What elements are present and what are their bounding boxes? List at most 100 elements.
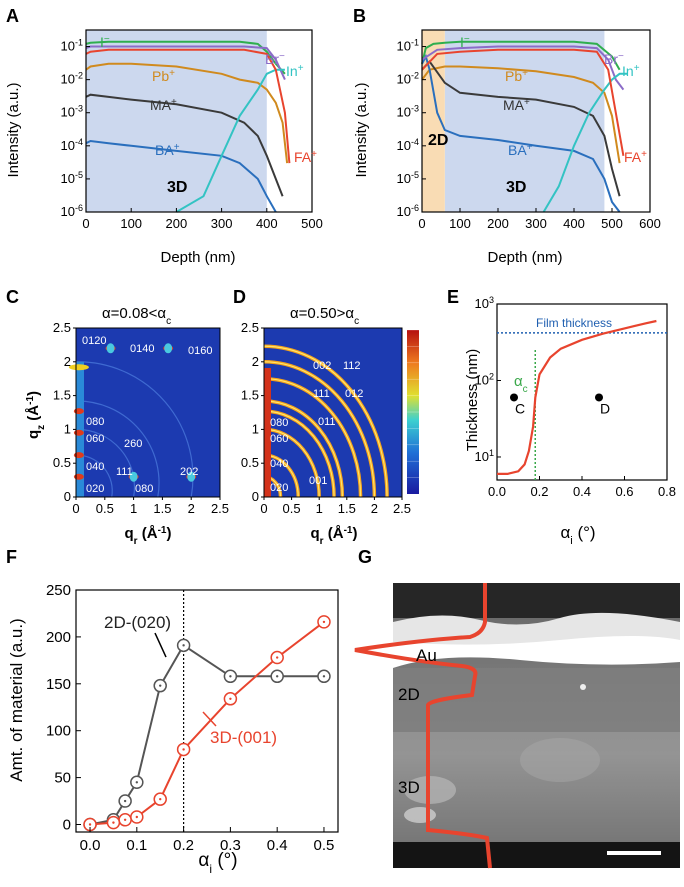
region-label-3d: 3D: [506, 179, 526, 196]
panel-letter-a: A: [6, 6, 19, 26]
x-tick-label: 500: [601, 216, 623, 231]
y-tick-label: 10-4: [61, 137, 83, 153]
y-tick-label: 10-6: [61, 203, 83, 219]
x-tick-label: 1.5: [338, 501, 356, 516]
au-bright-band: [393, 636, 680, 668]
data-point-center: [182, 644, 185, 647]
bragg-peak: [73, 473, 84, 480]
callout-line-2d: [154, 632, 167, 658]
panel-f: F Amt. of material (a.u.) αi (°) 0.0 0.1 0…: [6, 547, 339, 876]
series-line-pb: [421, 65, 621, 164]
x-tick-label: 500: [301, 216, 323, 231]
series-line-br: [421, 45, 625, 91]
y-tick-label: 101: [475, 448, 494, 464]
x-tick-label: 0: [260, 501, 267, 516]
species-label-in: In+: [622, 63, 640, 80]
x-tick-label: 0.4: [573, 484, 591, 499]
y-tick-label: 2: [64, 354, 71, 369]
bragg-peak-halo: [106, 343, 115, 354]
thickness-curve: [497, 319, 657, 475]
y-tick-label: 250: [46, 582, 71, 599]
panel-letter-g: G: [358, 547, 372, 567]
x-tick-label: 0.6: [615, 484, 633, 499]
diffraction-ring: [75, 400, 160, 498]
sample-point-c: [510, 393, 518, 402]
panel-letter-d: D: [233, 287, 246, 307]
x-tick-label: 0.4: [267, 837, 288, 854]
layer-label-3d: 3D: [398, 778, 420, 797]
bragg-peak-halo: [129, 471, 138, 482]
x-tick-label: 0: [82, 216, 89, 231]
x-tick-label: 0.3: [220, 837, 241, 854]
sample-point-label: C: [515, 400, 525, 416]
data-point-center: [112, 821, 115, 824]
peak-label: 0160: [188, 345, 212, 357]
y-tick-label: 200: [46, 629, 71, 646]
panel-b: B Intensity (a.u.) Depth (nm) 0 100 200 300…: [353, 6, 661, 266]
specular-streak: [76, 361, 84, 497]
bright-spot: [580, 684, 586, 690]
x-tick-label: 0.1: [126, 837, 147, 854]
data-point-center: [229, 675, 232, 678]
x-tick-label: 0.0: [488, 484, 506, 499]
species-label-ma: MA+: [503, 97, 530, 114]
x-tick-label: 400: [563, 216, 585, 231]
plot-frame: [85, 29, 313, 213]
x-tick-label: 0.2: [173, 837, 194, 854]
diffraction-ring-core: [263, 378, 362, 498]
region-label-2d: 2D: [428, 132, 448, 149]
axis-label-x-b: Depth (nm): [487, 249, 562, 266]
y-tick-label: 1: [252, 421, 259, 436]
x-tick-label: 0.8: [658, 484, 676, 499]
peak-label: 040: [270, 458, 288, 470]
panel-e: E Thickness (nm) αi (°) Film thickness αc…: [447, 287, 676, 547]
series-line-in: [542, 72, 628, 213]
species-label-in: In+: [286, 63, 304, 80]
x-tick-label: 0.0: [80, 837, 101, 854]
y-tick-label: 10-3: [397, 104, 419, 120]
sample-point-d: [595, 393, 603, 402]
data-point-center: [88, 823, 92, 826]
plot-frame: [75, 327, 221, 498]
y-tick-label: 1.5: [241, 388, 259, 403]
y-tick-label: 2: [252, 354, 259, 369]
species-label-br: Br−: [265, 51, 285, 68]
data-point-center: [123, 818, 127, 822]
data-point-center: [275, 656, 279, 659]
layer-label-au: Au: [416, 646, 437, 665]
grain: [520, 738, 600, 782]
peak-label: 0120: [82, 335, 106, 347]
axis-label-x-a: Depth (nm): [160, 249, 235, 266]
bragg-peak: [73, 429, 84, 436]
species-label-i: I−: [100, 34, 110, 51]
y-tick-label: 10-3: [61, 104, 83, 120]
series-line-3d: [89, 621, 325, 826]
plot-area-e: Film thickness αc C D 0.0 0.2 0.4 0.6 0.8 101 102 1…: [475, 295, 677, 499]
y-tick-label: 103: [475, 295, 494, 311]
layer-label-2d: 2D: [398, 685, 420, 704]
species-label-br: Br−: [604, 51, 624, 68]
species-label-ba: BA+: [155, 142, 180, 159]
peak-label: 260: [124, 438, 142, 450]
y-tick-label: 10-1: [397, 38, 419, 54]
data-point-center: [159, 797, 162, 801]
grain: [404, 807, 436, 823]
peak-label: 012: [345, 388, 363, 400]
x-tick-label: 400: [256, 216, 278, 231]
x-tick-label: 100: [449, 216, 471, 231]
eds-profile-line: [354, 583, 492, 869]
x-tick-label: 2.5: [393, 501, 411, 516]
x-tick-label: 0: [72, 501, 79, 516]
axis-label-x-c: qr (Å-1): [125, 525, 172, 547]
axis-label-y-f: Amt. of material (a.u.): [7, 618, 26, 781]
peak-label: 040: [86, 461, 104, 473]
peak-label: 001: [309, 475, 327, 487]
x-tick-label: 1: [316, 501, 323, 516]
peak-label: 202: [180, 466, 198, 478]
panel-a: A Intensity (a.u.) Depth (nm) 0 100 200 300…: [5, 6, 323, 266]
x-tick-label: 2: [188, 501, 195, 516]
bragg-peak-halo: [164, 343, 173, 354]
series-line-fa: [85, 48, 291, 164]
